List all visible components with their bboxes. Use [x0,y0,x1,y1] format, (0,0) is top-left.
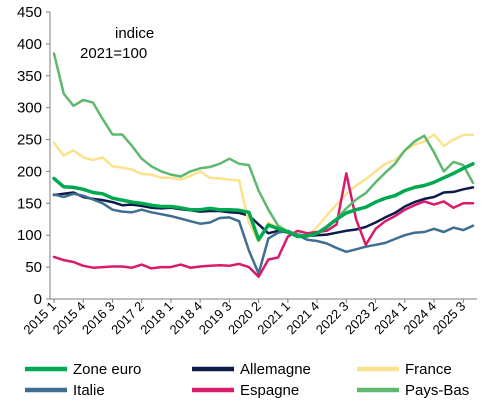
series-line-espagne [52,172,475,278]
legend-label: Espagne [240,382,299,399]
legend-label: Zone euro [73,361,141,378]
y-tick-label: 150 [17,195,42,212]
axes [46,11,477,303]
y-tick-label: 350 [17,68,42,85]
y-tick-label: 50 [25,259,42,276]
x-tick-label: 2025 3 [430,299,469,338]
legend-label: Pays-Bas [405,382,469,399]
legend-item-zone-euro: Zone euro [25,361,141,378]
legend-label: Allemagne [240,361,311,378]
y-tick-label: 250 [17,132,42,149]
y-tick-label: 200 [17,163,42,180]
series-line-pays-bas [52,52,475,237]
annotation-line: indice [115,25,154,42]
y-axis-tick-labels: 0 50 100 150 200 250 300 350 400 450 [17,4,42,308]
series-line-zone-euro [52,162,475,242]
legend-item-italie: Italie [25,382,105,399]
legend-item-france: France [357,361,452,378]
legend-label: France [405,361,452,378]
series-line-italie [52,192,475,275]
y-tick-label: 450 [17,4,42,21]
legend: Zone euro Allemagne France Italie Espagne Pay… [25,361,469,399]
y-tick-label: 400 [17,36,42,53]
legend-item-espagne: Espagne [192,382,299,399]
legend-label: Italie [73,382,105,399]
annotation-line: 2021=100 [80,45,147,62]
y-tick-label: 0 [34,291,42,308]
y-tick-label: 300 [17,100,42,117]
series-line-allemagne [52,186,475,238]
plot-area [52,52,475,278]
y-tick-label: 100 [17,227,42,244]
legend-item-pays-bas: Pays-Bas [357,382,469,399]
index-annotation: indice 2021=100 [80,25,154,62]
legend-item-allemagne: Allemagne [192,361,311,378]
